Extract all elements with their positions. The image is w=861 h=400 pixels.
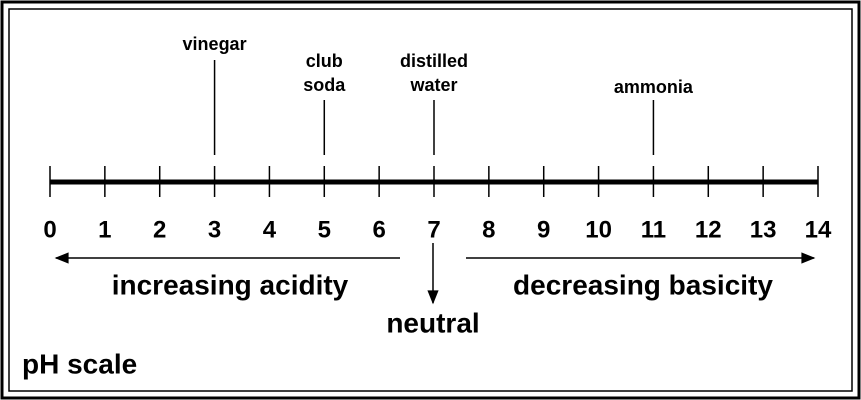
title: pH scale [22, 348, 137, 379]
tick-label: 3 [208, 216, 221, 243]
tick-label: 6 [372, 216, 385, 243]
tick-label: 2 [153, 216, 166, 243]
tick-label: 7 [427, 216, 440, 243]
marker-label: vinegar [183, 34, 247, 54]
tick-label: 10 [585, 216, 612, 243]
inner-border [8, 8, 853, 392]
tick-label: 8 [482, 216, 495, 243]
tick-label: 1 [98, 216, 111, 243]
tick-label: 9 [537, 216, 550, 243]
tick-label: 11 [641, 216, 666, 243]
tick-label: 13 [750, 216, 777, 243]
marker-label: club [306, 51, 343, 71]
tick-label: 5 [318, 216, 331, 243]
tick-label: 12 [695, 216, 722, 243]
right-arrow-label: decreasing basicity [513, 269, 773, 300]
tick-label: 4 [263, 216, 277, 243]
tick-label: 14 [805, 216, 832, 243]
left-arrow-label: increasing acidity [112, 269, 349, 300]
marker-label: water [409, 75, 457, 95]
neutral-label: neutral [386, 307, 479, 338]
marker-label: soda [303, 75, 346, 95]
marker-label: distilled [400, 51, 468, 71]
marker-label: ammonia [614, 77, 694, 97]
tick-label: 0 [43, 216, 56, 243]
